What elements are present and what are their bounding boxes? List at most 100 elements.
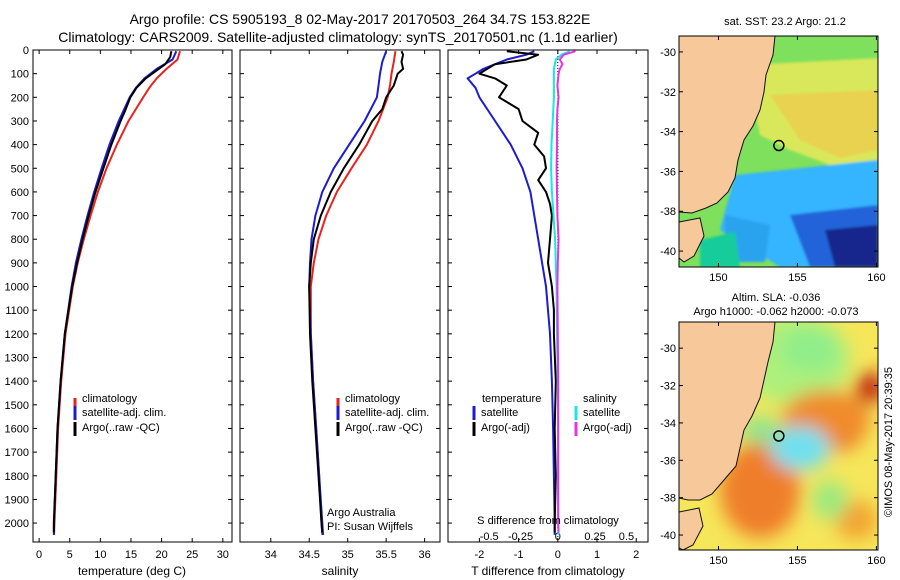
sst-map-field [700,58,878,267]
legend-label-climatology: climatology [345,393,401,405]
sst-map-panel: sat. SST: 23.2 Argo: 21.2 150 155 160 -30 -3… [660,16,886,284]
legend-label-argo: Argo(..raw -QC) [345,422,423,434]
x-tick-label: 1 [594,549,600,561]
temperature-legend: climatology satellite-adj. clim. Argo(..… [73,393,166,436]
x-tick-label: 15 [125,549,137,561]
legend-label-t-argo: Argo(-adj) [481,422,530,434]
s-diff-tick-label: -0.5 [480,531,499,543]
sla-map-island [679,507,704,550]
legend-label-satellite: satellite-adj. clim. [345,407,429,419]
x-tick-label: -2 [474,549,484,561]
legend-header-temperature: temperature [482,393,541,405]
map-y-tick-label: -32 [660,87,676,99]
salinity-panel: 34 34.5 35 35.5 36 climatology satellite-adj… [239,49,441,578]
map-y-tick-label: -40 [660,246,676,258]
legend-label-s-satellite: satellite [583,407,620,419]
sla-map-coastline [679,322,776,501]
legend-header-salinity: salinity [583,393,617,405]
temperature-series [52,50,181,535]
y-tick-label: 1500 [5,400,29,412]
y-tick-label: 1600 [5,423,29,435]
series-line-t-satellite [466,50,556,535]
x-tick-label: 25 [186,549,198,561]
difference-plot-frame [447,49,649,543]
series-line-argo-raw-qc [308,50,405,533]
salinity-axis-ticks: 34 34.5 35 35.5 36 [240,49,440,561]
sla-map-title-line-1: Altim. SLA: -0.036 [732,292,821,304]
sla-map-field [720,322,878,540]
sla-map-ticks: 150 155 160 -30 -32 -34 -36 -38 -40 [660,322,886,567]
legend-label-satellite: satellite-adj. clim. [82,407,166,419]
map-y-tick-label: -36 [660,455,676,467]
map-y-tick-label: -40 [660,530,676,542]
y-tick-label: 1900 [5,494,29,506]
x-tick-label: 0 [36,549,42,561]
map-x-tick-label: 160 [867,555,885,567]
y-tick-label: 400 [11,140,29,152]
difference-xlabel-top: S difference from climatology [477,515,619,527]
difference-panel: -2 -1 0 1 2 -0.5 -0.25 0 0.25 0.5 temperature sat… [447,49,649,578]
map-y-tick-label: -32 [660,381,676,393]
y-tick-label: 1200 [5,329,29,341]
s-diff-tick-label: 0.5 [619,531,634,543]
map-x-tick-label: 160 [867,272,885,284]
salinity-xlabel: salinity [322,564,359,578]
map-y-tick-label: -36 [660,166,676,178]
salinity-annotation-line-1: Argo Australia [327,507,396,519]
x-tick-label: 35.5 [375,549,396,561]
sst-map-profile-marker [773,139,785,152]
series-line-climatology [309,51,397,535]
series-line-satellite-adj-clim [308,50,388,535]
legend-label-s-argo: Argo(-adj) [583,422,632,434]
series-line-s-argo-adj [555,50,576,533]
map-y-tick-label: -30 [660,343,676,355]
legend-label-climatology: climatology [82,393,138,405]
map-y-tick-label: -30 [660,47,676,59]
y-tick-label: 1800 [5,471,29,483]
y-tick-label: 300 [11,116,29,128]
sla-map-profile-marker [773,430,785,442]
legend-label-argo: Argo(..raw -QC) [82,422,160,434]
y-tick-label: 1100 [5,305,29,317]
x-tick-label: 5 [67,549,73,561]
sst-map-coastline [679,36,776,214]
map-y-tick-label: -38 [660,493,676,505]
y-tick-label: 1300 [5,353,29,365]
y-tick-label: 1700 [5,447,29,459]
map-x-tick-label: 150 [709,555,727,567]
y-tick-label: 0 [23,45,29,57]
temperature-xlabel: temperature (deg C) [78,564,186,578]
map-x-tick-label: 155 [788,555,806,567]
sla-map-panel: Altim. SLA: -0.036 Argo h1000: -0.062 h2… [660,292,886,567]
sst-map-ticks: 150 155 160 -30 -32 -34 -36 -38 -40 [660,36,886,284]
x-tick-label: 30 [217,549,229,561]
x-tick-label: 36 [418,549,430,561]
legend-label-t-satellite: satellite [481,407,518,419]
s-diff-tick-label: -0.25 [508,531,533,543]
difference-series [466,50,576,535]
map-y-tick-label: -34 [660,418,676,430]
temperature-axis-ticks: 0100200300400500600700800900100011001200… [5,45,232,561]
title-line-2: Climatology: CARS2009. Satellite-adjuste… [58,29,618,45]
y-tick-label: 200 [11,92,29,104]
x-tick-label: 35 [342,549,354,561]
sla-map-frame [678,321,879,551]
y-tick-label: 600 [11,187,29,199]
salinity-legend: climatology satellite-adj. clim. Argo(..… [336,393,429,436]
x-tick-label: -1 [514,549,524,561]
sst-map-island [679,217,705,263]
salinity-series [308,50,405,535]
temperature-plot-frame [32,49,233,543]
title-line-1: Argo profile: CS 5905193_8 02-May-2017 2… [130,11,591,27]
x-tick-label: 10 [94,549,106,561]
sla-map-title-line-2: Argo h1000: -0.062 h2000: -0.073 [693,306,858,318]
map-x-tick-label: 150 [709,272,727,284]
s-diff-tick-label: 0 [555,531,561,543]
y-tick-label: 500 [11,163,29,175]
salinity-plot-frame [239,49,441,543]
y-tick-label: 100 [11,69,29,81]
s-diff-tick-label: 0.25 [584,531,605,543]
sst-map-title: sat. SST: 23.2 Argo: 21.2 [724,16,846,28]
y-tick-label: 800 [11,234,29,246]
